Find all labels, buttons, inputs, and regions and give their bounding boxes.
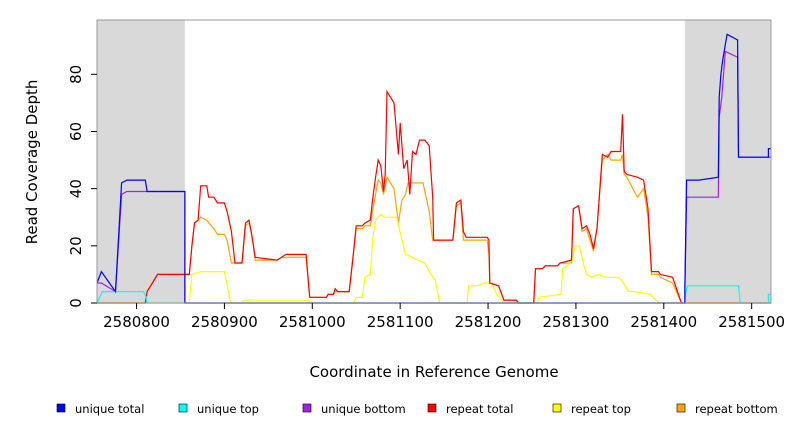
x-axis: 2580800 2580900 2581000 2581100 2581200 25813… bbox=[103, 303, 785, 331]
shaded-region bbox=[97, 20, 185, 303]
legend-item: unique total bbox=[56, 402, 144, 416]
legend-swatch bbox=[427, 403, 437, 413]
legend-item: unique top bbox=[178, 402, 259, 416]
legend: unique total unique top unique bottom repea… bbox=[56, 402, 778, 416]
series-line-repeat-bottom bbox=[97, 153, 771, 304]
series-line-repeat-total bbox=[97, 89, 771, 304]
series-line-repeat-top bbox=[97, 213, 771, 304]
x-tick-label: 2581200 bbox=[455, 313, 522, 331]
legend-label: repeat top bbox=[571, 402, 631, 416]
legend-label: unique total bbox=[75, 402, 144, 416]
legend-item: repeat top bbox=[552, 402, 631, 416]
shaded-regions bbox=[97, 20, 771, 303]
y-tick-label: 0 bbox=[67, 298, 85, 308]
y-tick-label: 40 bbox=[67, 179, 85, 198]
series-lines bbox=[96, 33, 771, 304]
legend-swatch bbox=[178, 403, 188, 413]
legend-label: repeat total bbox=[446, 402, 513, 416]
x-axis-title: Coordinate in Reference Genome bbox=[309, 363, 558, 381]
x-tick-label: 2581100 bbox=[367, 313, 434, 331]
legend-item: repeat bottom bbox=[676, 402, 778, 416]
x-tick-label: 2581000 bbox=[279, 313, 346, 331]
x-tick-label: 2581400 bbox=[630, 313, 697, 331]
x-tick-label: 2581500 bbox=[718, 313, 785, 331]
legend-item: unique bottom bbox=[302, 402, 406, 416]
y-axis-title: Read Coverage Depth bbox=[23, 80, 41, 245]
x-tick-label: 2581300 bbox=[543, 313, 610, 331]
legend-item: repeat total bbox=[427, 402, 513, 416]
plot-frame bbox=[96, 19, 772, 304]
legend-swatch bbox=[676, 403, 686, 413]
x-tick-label: 2580800 bbox=[103, 313, 170, 331]
y-axis: 0 20 40 60 80 bbox=[67, 65, 97, 308]
legend-swatch bbox=[552, 403, 562, 413]
y-tick-label: 20 bbox=[67, 236, 85, 255]
y-tick-label: 80 bbox=[67, 65, 85, 84]
shaded-region bbox=[684, 20, 771, 303]
series-line-unique-top bbox=[96, 285, 771, 304]
x-tick-label: 2580900 bbox=[191, 313, 258, 331]
legend-label: unique top bbox=[197, 402, 259, 416]
legend-label: repeat bottom bbox=[695, 402, 778, 416]
series-line-unique-total bbox=[96, 33, 771, 304]
series-line-unique-bottom bbox=[97, 50, 771, 304]
legend-swatch bbox=[302, 403, 312, 413]
y-tick-label: 60 bbox=[67, 122, 85, 141]
legend-swatch bbox=[56, 403, 66, 413]
legend-label: unique bottom bbox=[321, 402, 406, 416]
